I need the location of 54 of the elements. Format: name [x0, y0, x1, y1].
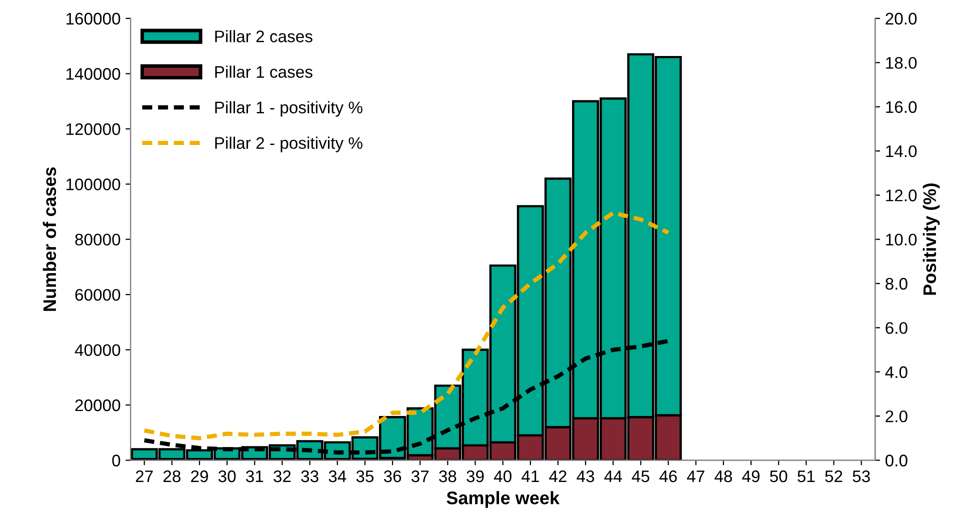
x-tick-label: 49 [742, 470, 760, 482]
x-tick-label: 28 [163, 470, 180, 482]
y2-tick-label: 6.0 [886, 322, 908, 334]
y2-axis-title: Positivity (%) [922, 184, 940, 295]
y-tick-label: 120000 [66, 123, 120, 136]
x-tick-label: 46 [659, 470, 677, 482]
y2-tick-label: 18.0 [886, 56, 917, 69]
x-tick-label: 38 [439, 470, 456, 482]
y-tick-label: 60000 [75, 288, 120, 301]
y2-tick-label: 14.0 [886, 145, 917, 158]
x-tick-label: 35 [356, 470, 374, 482]
legend-label: Pillar 2 cases [215, 30, 312, 42]
x-tick-label: 47 [686, 470, 704, 482]
y2-tick-label: 10.0 [886, 234, 917, 246]
legend-label: Pillar 1 - positivity % [215, 101, 362, 117]
x-tick-label: 32 [274, 470, 291, 482]
x-tick-label: 36 [384, 470, 402, 482]
y-tick-label: 140000 [66, 68, 120, 80]
x-tick-label: 51 [798, 470, 815, 482]
x-tick-label: 31 [246, 470, 264, 482]
x-tick-label: 30 [218, 470, 236, 482]
y-tick-label: 80000 [75, 234, 120, 246]
y2-tick-label: 2.0 [886, 410, 908, 422]
x-tick-label: 27 [136, 470, 153, 482]
y-tick-label: 160000 [66, 12, 120, 25]
y-axis-title: Number of cases [42, 167, 56, 311]
y2-tick-label: 0.0 [886, 454, 908, 466]
y-tick-label: 20000 [75, 399, 120, 412]
x-tick-label: 48 [714, 470, 732, 482]
x-tick-label: 45 [632, 470, 650, 482]
y2-tick-label: 12.0 [886, 190, 917, 202]
y2-tick-label: 4.0 [885, 366, 908, 378]
x-tick-label: 50 [770, 470, 788, 482]
y-tick-label: 100000 [66, 178, 120, 190]
legend-label: Pillar 2 - positivity % [215, 136, 362, 152]
x-tick-label: 29 [191, 470, 208, 482]
legend-label: Pillar 1 cases [215, 66, 312, 78]
x-tick-label: 34 [328, 470, 346, 482]
x-tick-label: 44 [604, 470, 622, 482]
x-tick-label: 33 [301, 470, 318, 482]
x-axis-title: Sample week [446, 491, 560, 508]
y2-tick-label: 16.0 [886, 101, 917, 113]
x-tick-label: 37 [411, 470, 429, 482]
x-tick-label: 42 [549, 470, 566, 482]
x-tick-label: 52 [825, 470, 842, 482]
y-tick-label: 0 [112, 454, 120, 466]
y2-tick-label: 20.0 [886, 12, 917, 25]
x-tick-label: 43 [576, 470, 594, 482]
y2-tick-label: 8.0 [886, 278, 908, 290]
x-tick-label: 39 [466, 470, 484, 482]
x-tick-label: 53 [852, 470, 870, 482]
y-tick-label: 40000 [74, 344, 120, 356]
x-tick-label: 40 [494, 470, 512, 482]
x-tick-label: 41 [522, 470, 539, 482]
